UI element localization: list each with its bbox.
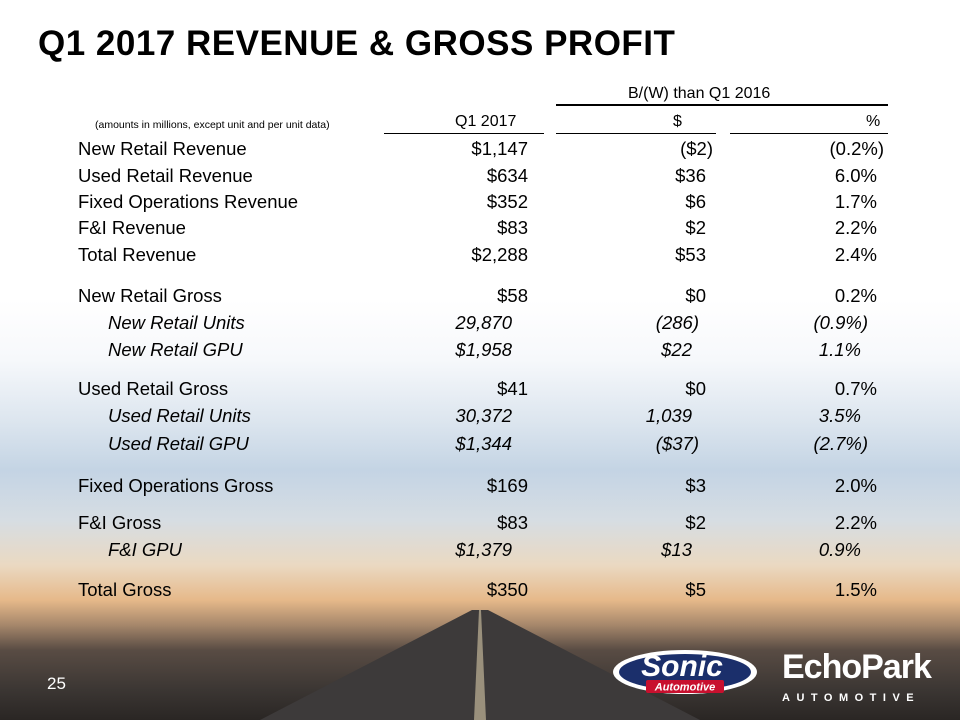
column-rule-q1 xyxy=(384,133,544,134)
dollar-change-value: $2 xyxy=(685,512,706,533)
percent-change-value: 2.0% xyxy=(834,475,877,496)
percent-change-value: 2.4% xyxy=(834,244,877,265)
row-label: Used Retail Units xyxy=(108,405,251,426)
dollar-change-value: $13 xyxy=(661,539,692,560)
group-header: B/(W) than Q1 2016 xyxy=(628,85,771,102)
column-header-dollar: $ xyxy=(673,113,682,130)
q1-2017-value: $58 xyxy=(497,285,528,306)
row-label: Total Gross xyxy=(78,579,172,600)
road-image xyxy=(260,610,700,720)
q1-2017-value: $83 xyxy=(497,512,528,533)
echopark-logo-subtext: AUTOMOTIVE xyxy=(782,692,921,704)
page-number: 25 xyxy=(47,674,66,693)
q1-2017-value: $1,344 xyxy=(455,433,512,454)
dollar-change-value: 1,039 xyxy=(645,405,692,426)
row-label: Used Retail Gross xyxy=(78,378,229,399)
row-label: Fixed Operations Gross xyxy=(78,475,274,496)
dollar-change-value: $5 xyxy=(685,579,706,600)
percent-change-value: 1.1% xyxy=(818,339,861,360)
q1-2017-value: $352 xyxy=(486,191,528,212)
percent-change-value: 0.7% xyxy=(834,378,877,399)
row-label: Used Retail GPU xyxy=(108,433,249,454)
percent-change-value: (0.9%) xyxy=(813,312,869,333)
column-rule-dollar xyxy=(556,133,716,134)
q1-2017-value: $1,958 xyxy=(455,339,512,360)
q1-2017-value: $2,288 xyxy=(471,244,528,265)
percent-change-value: 2.2% xyxy=(834,512,877,533)
row-label: F&I GPU xyxy=(108,539,183,560)
q1-2017-value: $83 xyxy=(497,217,528,238)
sonic-logo-text: Sonic xyxy=(641,650,723,683)
q1-2017-value: $350 xyxy=(486,579,528,600)
q1-2017-value: $1,147 xyxy=(471,138,528,159)
echopark-logo: EchoPark AUTOMOTIVE xyxy=(782,648,932,704)
row-label: New Retail Gross xyxy=(78,285,222,306)
dollar-change-value: $0 xyxy=(685,285,706,306)
column-rule-percent xyxy=(730,133,888,134)
percent-change-value: 1.7% xyxy=(834,191,877,212)
dollar-change-value: (286) xyxy=(655,312,699,333)
slide-title: Q1 2017 REVENUE & GROSS PROFIT xyxy=(38,24,676,63)
column-header-percent: % xyxy=(866,113,881,130)
percent-change-value: (2.7%) xyxy=(813,433,869,454)
dollar-change-value: ($2) xyxy=(680,138,713,159)
q1-2017-value: $1,379 xyxy=(455,539,512,560)
row-label: New Retail Revenue xyxy=(78,138,247,159)
q1-2017-value: 30,372 xyxy=(455,405,512,426)
row-label: New Retail GPU xyxy=(108,339,243,360)
percent-change-value: 3.5% xyxy=(818,405,861,426)
percent-change-value: 6.0% xyxy=(834,165,877,186)
row-label: F&I Gross xyxy=(78,512,162,533)
row-label: F&I Revenue xyxy=(78,217,186,238)
row-label: Fixed Operations Revenue xyxy=(78,191,299,212)
percent-change-value: 1.5% xyxy=(834,579,877,600)
dollar-change-value: $3 xyxy=(685,475,706,496)
dollar-change-value: $0 xyxy=(685,378,706,399)
q1-2017-value: 29,870 xyxy=(455,312,512,333)
q1-2017-value: $634 xyxy=(486,165,528,186)
row-label: Used Retail Revenue xyxy=(78,165,253,186)
sonic-automotive-logo: Sonic Automotive xyxy=(610,648,760,703)
group-header-rule xyxy=(556,104,888,106)
sonic-logo-subtext: Automotive xyxy=(654,682,716,694)
units-note: (amounts in millions, except unit and pe… xyxy=(95,119,330,131)
column-header-q1-2017: Q1 2017 xyxy=(455,113,517,130)
dollar-change-value: $6 xyxy=(685,191,706,212)
percent-change-value: 0.9% xyxy=(818,539,861,560)
q1-2017-value: $41 xyxy=(497,378,528,399)
percent-change-value: 2.2% xyxy=(834,217,877,238)
dollar-change-value: $36 xyxy=(675,165,706,186)
row-label: New Retail Units xyxy=(108,312,245,333)
echopark-logo-text: EchoPark xyxy=(782,648,932,686)
percent-change-value: (0.2%) xyxy=(829,138,885,159)
dollar-change-value: ($37) xyxy=(655,433,699,454)
percent-change-value: 0.2% xyxy=(834,285,877,306)
dollar-change-value: $2 xyxy=(685,217,706,238)
dollar-change-value: $53 xyxy=(675,244,706,265)
q1-2017-value: $169 xyxy=(486,475,528,496)
dollar-change-value: $22 xyxy=(661,339,692,360)
row-label: Total Revenue xyxy=(78,244,197,265)
